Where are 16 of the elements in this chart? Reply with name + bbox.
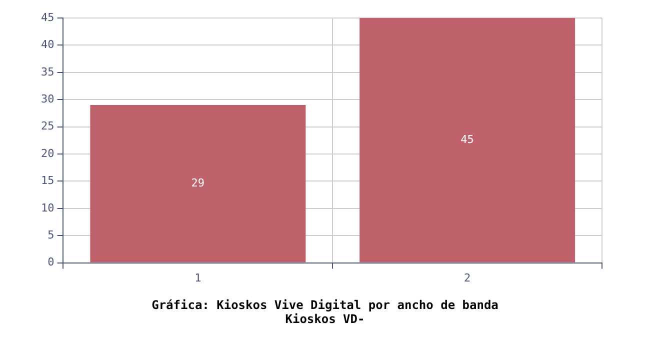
y-tick-label: 20 [40,146,54,160]
y-tick-label: 25 [40,120,54,133]
y-tick-label: 0 [48,256,54,269]
x-tick-label: 2 [464,271,471,284]
text: Gráfica: Kioskos Vive Digital por ancho de banda [150,298,500,312]
data-label: 29 [191,176,205,190]
y-tick-label: 30 [40,92,54,106]
data-label: 45 [460,133,474,146]
y-tick-label: 15 [40,174,54,188]
y-tick-label: 45 [40,10,54,24]
text: Kioskos VD- [284,312,366,326]
y-tick-label: 10 [40,201,54,214]
y-tick-label: 40 [40,38,54,52]
x-tick-label: 1 [194,271,202,284]
y-tick-label: 5 [48,228,54,242]
y-tick-label: 35 [40,65,54,78]
